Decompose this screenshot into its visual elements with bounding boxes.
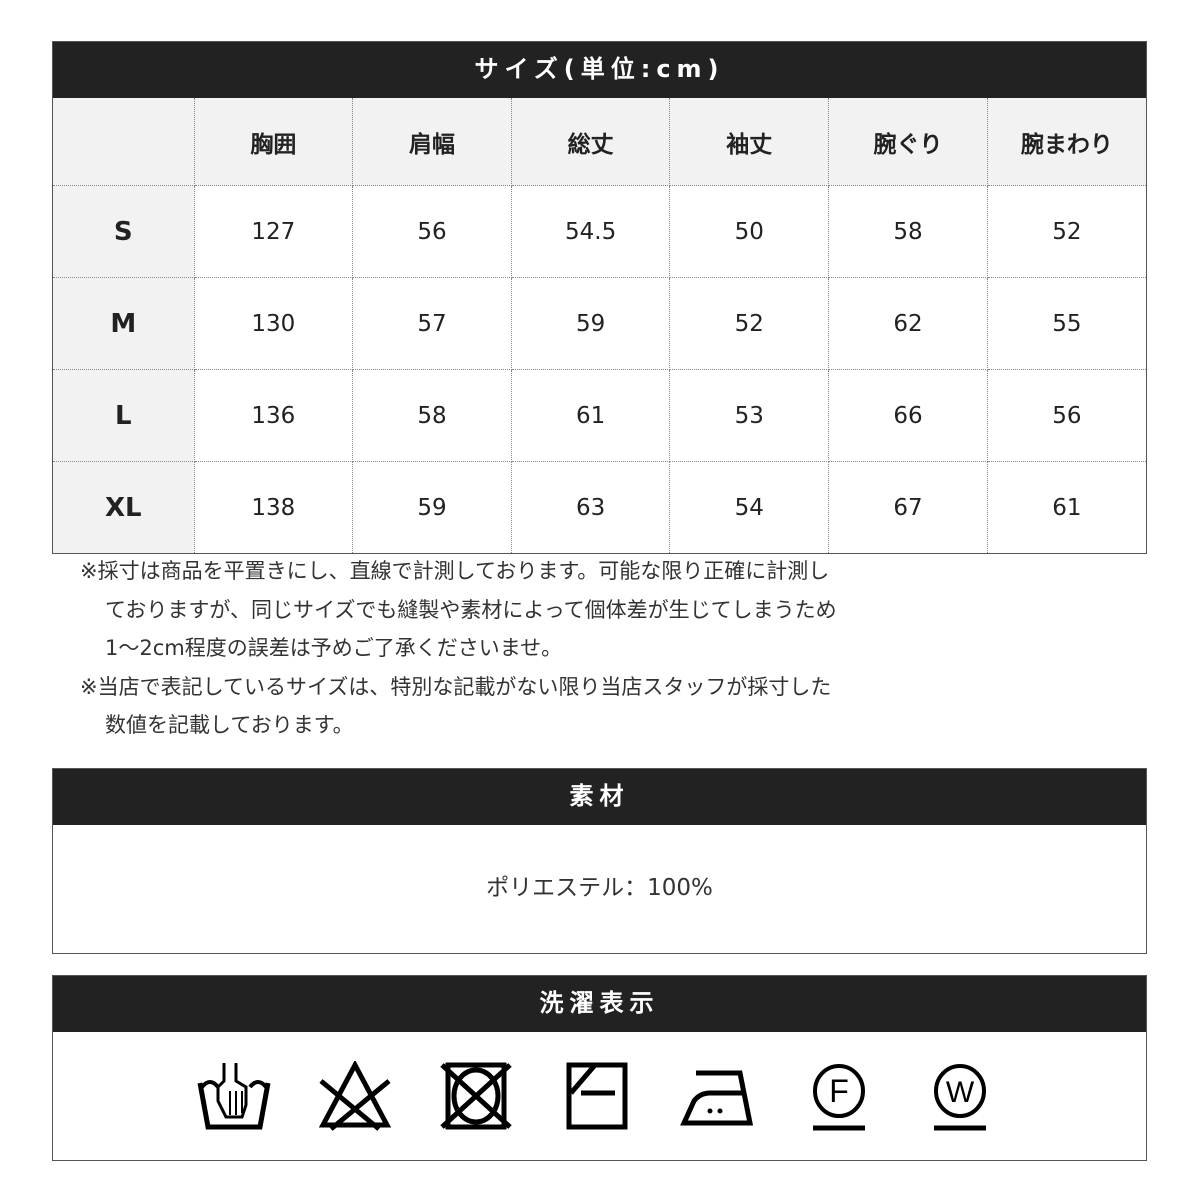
- size-label: XL: [53, 461, 195, 553]
- table-cell: 55: [986, 277, 1146, 370]
- table-cell: 56: [352, 185, 512, 278]
- material-text: ポリエステル：100%: [486, 875, 713, 901]
- table-cell: 57: [352, 277, 512, 370]
- header-cell: 胸囲: [193, 98, 354, 186]
- header-cell: 腕まわり: [986, 98, 1146, 186]
- table-cell: 61: [986, 461, 1146, 553]
- table-cell: 67: [828, 461, 988, 553]
- dry-clean-f-icon: F: [812, 1064, 865, 1131]
- table-cell: 138: [193, 461, 354, 553]
- table-cell: 52: [669, 277, 830, 370]
- table-cell: 63: [510, 461, 671, 553]
- wet-clean-w-icon: W: [933, 1064, 986, 1131]
- note-line: 数値を記載しております。: [105, 713, 354, 737]
- care-section: 洗濯表示 F W: [52, 975, 1147, 1161]
- material-section: 素材 ポリエステル：100%: [52, 768, 1147, 954]
- size-label: M: [53, 277, 195, 370]
- header-cell: 腕ぐり: [828, 98, 988, 186]
- wet-clean-letter: W: [945, 1076, 974, 1109]
- header-cell: 袖丈: [669, 98, 830, 186]
- table-cell: 62: [828, 277, 988, 370]
- table-cell: 59: [510, 277, 671, 370]
- table-cell: 127: [193, 185, 354, 278]
- size-table-section: サイズ(単位:cm) 胸囲 肩幅 総丈 袖丈 腕ぐり 腕まわり S 127 56 54…: [52, 41, 1147, 554]
- table-cell: 136: [193, 369, 354, 462]
- note-line: 1～2cm程度の誤差は予めご了承くださいませ。: [105, 636, 563, 660]
- no-bleach-icon: [318, 1061, 391, 1131]
- table-cell: 52: [986, 185, 1146, 278]
- table-cell: 54: [669, 461, 830, 553]
- header-cell: 肩幅: [352, 98, 512, 186]
- table-cell: 66: [828, 369, 988, 462]
- note-line: ておりますが、同じサイズでも縫製や素材によって個体差が生じてしまうため: [105, 597, 837, 622]
- table-row: L 136 58 61 53 66 56: [53, 369, 1146, 462]
- no-tumble-dry-icon: [439, 1062, 512, 1130]
- table-cell: 61: [510, 369, 671, 462]
- dry-clean-letter: F: [829, 1073, 849, 1109]
- table-cell: 53: [669, 369, 830, 462]
- header-row: 胸囲 肩幅 総丈 袖丈 腕ぐり 腕まわり: [53, 98, 1146, 186]
- table-row: M 130 57 59 52 62 55: [53, 277, 1146, 370]
- line-dry-shade-icon: [566, 1062, 627, 1130]
- size-label: L: [53, 369, 195, 462]
- note-line: ※採寸は商品を平置きにし、直線で計測しております。可能な限り正確に計測し: [80, 559, 830, 583]
- size-label: S: [53, 185, 195, 278]
- table-cell: 54.5: [510, 185, 671, 278]
- header-cell: [53, 98, 195, 186]
- note-line: ※当店で表記しているサイズは、特別な記載がない限り当店スタッフが採寸した: [80, 674, 832, 699]
- hand-wash-icon: [197, 1063, 270, 1130]
- size-table: 胸囲 肩幅 総丈 袖丈 腕ぐり 腕まわり S 127 56 54.5 50 58 52 M 13…: [53, 98, 1146, 553]
- care-title: 洗濯表示: [53, 976, 1146, 1032]
- table-cell: 58: [352, 369, 512, 462]
- material-title: 素材: [53, 769, 1146, 825]
- table-cell: 58: [828, 185, 988, 278]
- table-row: XL 138 59 63 54 67 61: [53, 461, 1146, 553]
- table-cell: 50: [669, 185, 830, 278]
- iron-medium-icon: [679, 1070, 753, 1126]
- table-cell: 130: [193, 277, 354, 370]
- table-cell: 59: [352, 461, 512, 553]
- care-icons: F W: [53, 1032, 1146, 1160]
- size-table-title: サイズ(単位:cm): [53, 42, 1146, 98]
- table-row: S 127 56 54.5 50 58 52: [53, 185, 1146, 278]
- measurement-notes: ※採寸は商品を平置きにし、直線で計測しております。可能な限り正確に計測し ており…: [80, 552, 837, 745]
- table-cell: 56: [986, 369, 1146, 462]
- header-cell: 総丈: [510, 98, 671, 186]
